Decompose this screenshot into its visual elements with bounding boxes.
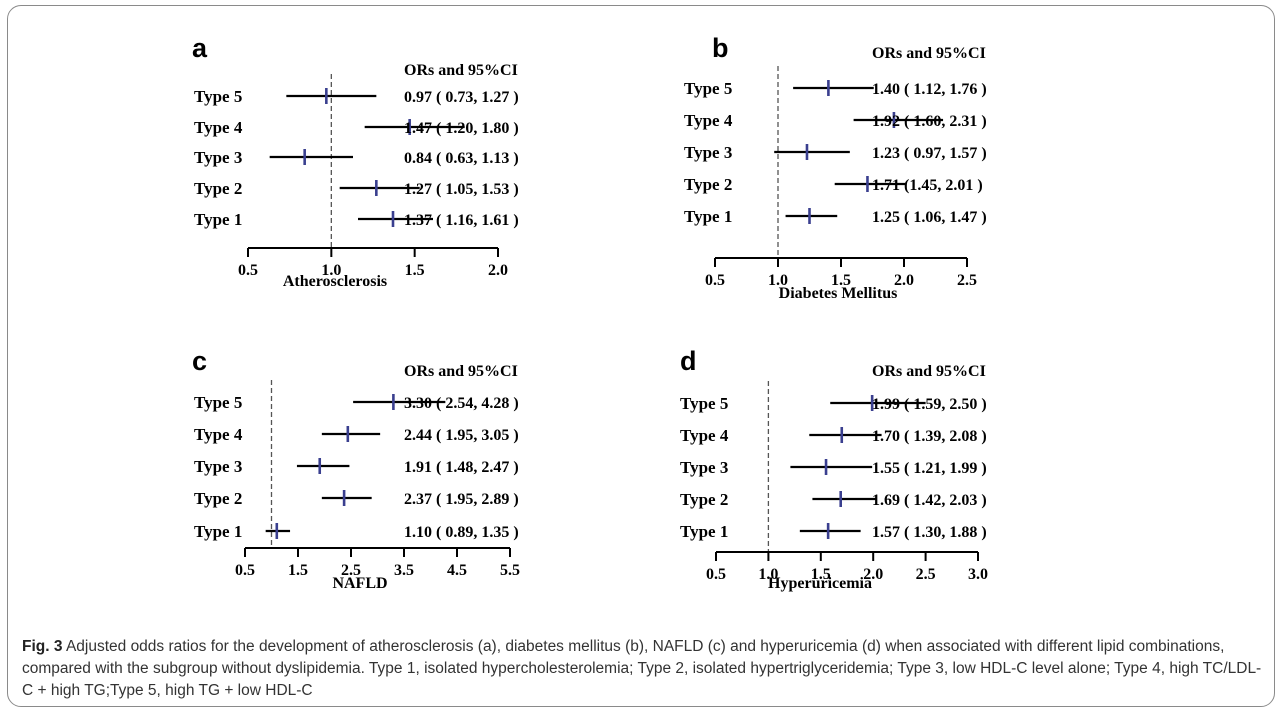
x-tick-label-c-3: 3.5 <box>394 562 414 579</box>
ci-text-a-1: 1.37 ( 1.16, 1.61 ) <box>404 212 519 229</box>
x-tick-label-a-1: 1.0 <box>321 262 341 279</box>
ci-text-b-4: 1.92 ( 1.60, 2.31 ) <box>872 113 987 130</box>
row-label-d-4: Type 4 <box>680 426 729 445</box>
row-label-a-3: Type 3 <box>194 148 242 167</box>
ci-text-d-1: 1.57 ( 1.30, 1.88 ) <box>872 524 987 541</box>
ci-text-d-2: 1.69 ( 1.42, 2.03 ) <box>872 492 987 509</box>
x-axis-label-d: Hyperuricemia <box>768 575 872 592</box>
row-label-b-5: Type 5 <box>684 79 732 98</box>
forest-plots: a ORs and 95%CI 0.5 1.0 1.5 2.0 Atherosclerosi… <box>192 33 988 592</box>
x-tick-label-d-3: 2.0 <box>863 566 883 583</box>
ci-text-a-2: 1.27 ( 1.05, 1.53 ) <box>404 181 519 198</box>
x-tick-label-c-1: 1.5 <box>288 562 308 579</box>
row-label-c-2: Type 2 <box>194 489 242 508</box>
x-tick-label-b-2: 1.5 <box>831 272 851 289</box>
x-axis-label-a: Atherosclerosis <box>283 273 387 290</box>
row-label-b-1: Type 1 <box>684 207 732 226</box>
figure-caption: Fig. 3 Adjusted odds ratios for the deve… <box>22 636 1262 702</box>
x-tick-label-b-1: 1.0 <box>768 272 788 289</box>
ci-text-b-1: 1.25 ( 1.06, 1.47 ) <box>872 209 987 226</box>
row-label-b-2: Type 2 <box>684 175 732 194</box>
row-label-c-3: Type 3 <box>194 457 242 476</box>
ci-text-a-3: 0.84 ( 0.63, 1.13 ) <box>404 150 519 167</box>
row-label-a-5: Type 5 <box>194 87 242 106</box>
row-label-d-1: Type 1 <box>680 522 728 541</box>
row-label-c-5: Type 5 <box>194 393 242 412</box>
x-tick-label-b-3: 2.0 <box>894 272 914 289</box>
caption-text: Adjusted odds ratios for the development… <box>22 638 1262 699</box>
x-tick-label-d-1: 1.0 <box>758 566 778 583</box>
ci-text-c-4: 2.44 ( 1.95, 3.05 ) <box>404 427 519 444</box>
ci-text-c-5: 3.30 ( 2.54, 4.28 ) <box>404 395 519 412</box>
row-label-a-2: Type 2 <box>194 179 242 198</box>
x-tick-label-d-0: 0.5 <box>706 566 726 583</box>
ci-text-c-2: 2.37 ( 1.95, 2.89 ) <box>404 491 519 508</box>
caption-label: Fig. 3 <box>22 638 63 655</box>
row-label-b-4: Type 4 <box>684 111 733 130</box>
x-tick-label-b-0: 0.5 <box>705 272 725 289</box>
panel-letter-b: b <box>712 33 729 63</box>
row-label-a-1: Type 1 <box>194 210 242 229</box>
ci-text-b-3: 1.23 ( 0.97, 1.57 ) <box>872 145 987 162</box>
row-label-d-2: Type 2 <box>680 490 728 509</box>
x-tick-label-b-4: 2.5 <box>957 272 977 289</box>
panel-letter-a: a <box>192 33 208 63</box>
row-label-d-5: Type 5 <box>680 394 728 413</box>
x-tick-label-a-3: 2.0 <box>488 262 508 279</box>
ci-text-d-4: 1.70 ( 1.39, 2.08 ) <box>872 428 987 445</box>
row-label-a-4: Type 4 <box>194 118 243 137</box>
x-axis-label-b: Diabetes Mellitus <box>779 285 898 302</box>
panel-letter-c: c <box>192 346 207 376</box>
x-tick-label-d-4: 2.5 <box>916 566 936 583</box>
ci-header-b: ORs and 95%CI <box>872 45 986 62</box>
ci-text-d-3: 1.55 ( 1.21, 1.99 ) <box>872 460 987 477</box>
row-label-c-4: Type 4 <box>194 425 243 444</box>
x-tick-label-c-0: 0.5 <box>235 562 255 579</box>
ci-text-c-1: 1.10 ( 0.89, 1.35 ) <box>404 524 519 541</box>
ci-text-d-5: 1.99 ( 1.59, 2.50 ) <box>872 396 987 413</box>
ci-text-b-2: 1.71 (1.45, 2.01 ) <box>872 177 983 194</box>
ci-text-a-5: 0.97 ( 0.73, 1.27 ) <box>404 89 519 106</box>
x-tick-label-d-2: 1.5 <box>811 566 831 583</box>
ci-text-b-5: 1.40 ( 1.12, 1.76 ) <box>872 81 987 98</box>
x-tick-label-c-2: 2.5 <box>341 562 361 579</box>
figure-frame <box>7 5 1275 707</box>
x-tick-label-a-2: 1.5 <box>405 262 425 279</box>
x-tick-label-a-0: 0.5 <box>238 262 258 279</box>
ci-text-a-4: 1.47 ( 1.20, 1.80 ) <box>404 120 519 137</box>
ci-header-a: ORs and 95%CI <box>404 62 518 79</box>
row-label-b-3: Type 3 <box>684 143 732 162</box>
x-tick-label-d-5: 3.0 <box>968 566 988 583</box>
panel-letter-d: d <box>680 346 697 376</box>
x-tick-label-c-5: 5.5 <box>500 562 520 579</box>
x-tick-label-c-4: 4.5 <box>447 562 467 579</box>
ci-header-c: ORs and 95%CI <box>404 363 518 380</box>
ci-header-d: ORs and 95%CI <box>872 363 986 380</box>
row-label-c-1: Type 1 <box>194 522 242 541</box>
x-axis-label-c: NAFLD <box>332 575 387 592</box>
ci-text-c-3: 1.91 ( 1.48, 2.47 ) <box>404 459 519 476</box>
row-label-d-3: Type 3 <box>680 458 728 477</box>
